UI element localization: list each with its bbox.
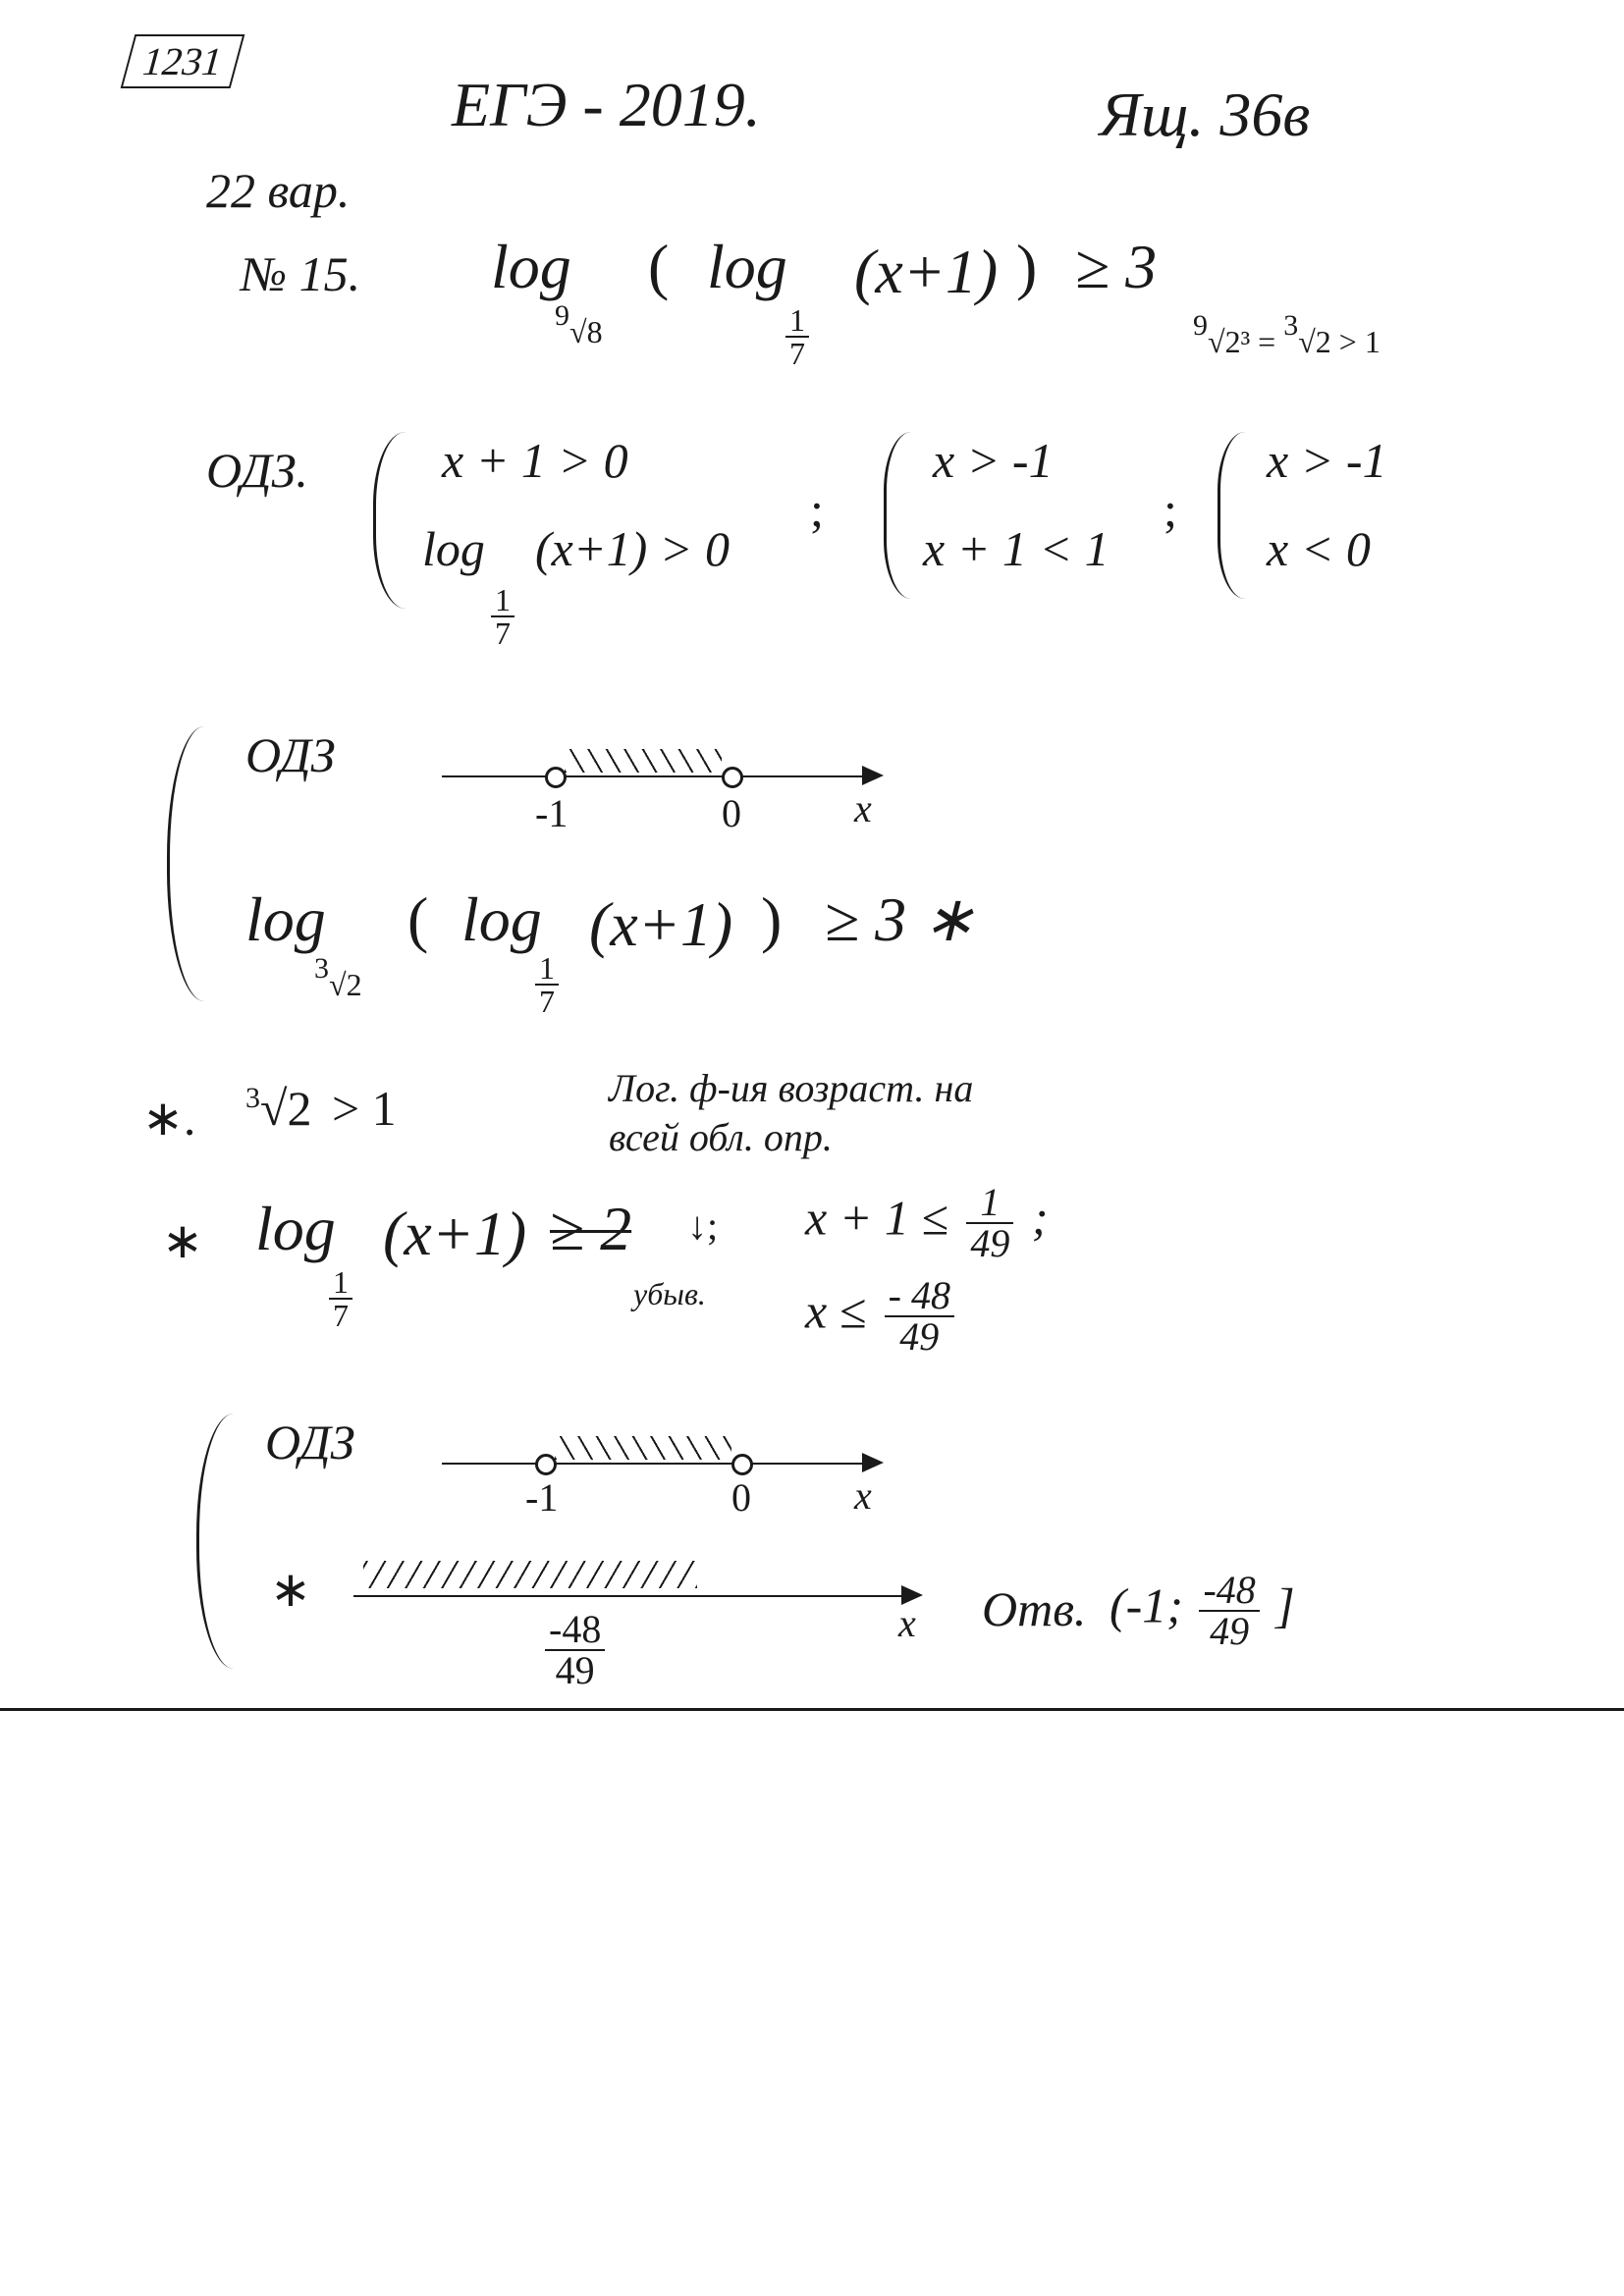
nline1-tick-right <box>722 767 743 788</box>
nline3-hatch <box>363 1561 697 1588</box>
brace-final <box>196 1414 234 1669</box>
block1-inner-log: log <box>461 883 542 956</box>
outer-base: 9√8 <box>555 314 603 350</box>
step-expr: (x+1) <box>383 1198 526 1270</box>
variant: 22 вар. <box>206 162 350 219</box>
number-line-2 <box>442 1463 864 1465</box>
step-log: log <box>255 1193 336 1265</box>
step-rhs-l1: x + 1 ≤ 149 ; <box>805 1183 1049 1263</box>
block1-odz-label: ОДЗ <box>245 726 335 783</box>
divider-line <box>0 1708 1624 1711</box>
page-number-badge: 1231 <box>121 34 245 88</box>
odz-sys1-l2-tail: (x+1) > 0 <box>535 520 730 577</box>
block1-relation: ≥ 3 ∗ <box>825 883 975 956</box>
number-line-3 <box>353 1595 903 1597</box>
inner-arg: (x+1) <box>854 236 998 308</box>
paren-open-1: ( <box>648 231 669 303</box>
odz-sys2-l2: x + 1 < 1 <box>923 520 1110 577</box>
nline3-axis: x <box>898 1600 916 1646</box>
brace-1 <box>373 432 406 609</box>
note-root: 3√2 > 1 <box>245 1080 397 1137</box>
nline1-label-left: -1 <box>535 790 568 836</box>
source: Ящ. 36в <box>1100 79 1310 151</box>
block1-outer-log: log <box>245 883 326 956</box>
nline2-tick-left <box>535 1454 557 1475</box>
brace-3 <box>1218 432 1245 599</box>
step-arrow-down: ↓; <box>687 1202 718 1249</box>
step-rel1: ≥ 2 <box>550 1193 631 1265</box>
nline2-label-right: 0 <box>731 1474 751 1521</box>
nline2-label-left: -1 <box>525 1474 558 1521</box>
title: ЕГЭ - 2019. <box>452 69 761 141</box>
step-annot: убыв. <box>633 1276 706 1312</box>
inner-base: 17 <box>785 304 809 369</box>
odz-sys2-l1: x > -1 <box>933 432 1054 489</box>
nline3-tick-frac: -4849 <box>545 1610 605 1690</box>
block1-inner-arg: (x+1) <box>589 888 732 961</box>
odz-sys1-l1: x + 1 > 0 <box>442 432 628 489</box>
nline1-label-right: 0 <box>722 790 741 836</box>
nline1-hatch <box>565 749 722 773</box>
side-note: 9√2³ = 3√2 > 1 <box>1193 324 1380 360</box>
final-odz-label: ОДЗ <box>265 1414 354 1470</box>
number-line-1-arrow <box>862 766 884 785</box>
odz-sys1-l2-log: log <box>422 520 485 577</box>
note-comment-l1: Лог. ф-ия возраст. на <box>609 1065 973 1111</box>
outer-log: log <box>491 231 571 303</box>
step-base: 17 <box>329 1266 352 1331</box>
brace-block1 <box>167 726 204 1001</box>
brace-2 <box>884 432 911 599</box>
number-line-1 <box>442 775 864 777</box>
paren-close-2: ) <box>761 883 782 956</box>
page-number: 1231 <box>137 39 228 83</box>
nline2-tick-right <box>731 1454 753 1475</box>
nline1-axis: x <box>854 785 872 831</box>
answer-value: (-1; -4849 ] <box>1110 1571 1295 1651</box>
paren-close-1: ) <box>1016 231 1037 303</box>
nline1-tick-left <box>545 767 567 788</box>
block1-outer-base: 3√2 <box>314 967 362 1003</box>
semicolon-2: ; <box>1164 481 1177 538</box>
inner-log: log <box>707 231 787 303</box>
final-star: ∗ <box>270 1561 311 1618</box>
handwritten-math-page: 1231 ЕГЭ - 2019. Ящ. 36в 22 вар. № 15. l… <box>0 0 1624 2296</box>
nline2-axis: x <box>854 1472 872 1519</box>
step-mark: ∗ <box>162 1212 203 1269</box>
odz-sys3-l2: x < 0 <box>1267 520 1371 577</box>
odz-sys1-l2-base: 17 <box>491 584 514 649</box>
step-rhs-l2: x ≤ - 4849 <box>805 1276 954 1357</box>
note-mark: ∗. <box>142 1090 195 1147</box>
main-relation: ≥ 3 <box>1075 231 1157 303</box>
number-line-2-arrow <box>862 1453 884 1472</box>
nline2-hatch <box>555 1436 731 1460</box>
semicolon-1: ; <box>810 481 824 538</box>
odz-sys3-l1: x > -1 <box>1267 432 1387 489</box>
note-comment-l2: всей обл. опр. <box>609 1114 833 1160</box>
problem-number: № 15. <box>241 245 360 302</box>
odz-label: ОДЗ. <box>206 442 308 499</box>
paren-open-2: ( <box>407 883 428 956</box>
block1-inner-base: 17 <box>535 952 559 1017</box>
answer-label: Отв. <box>982 1580 1086 1637</box>
